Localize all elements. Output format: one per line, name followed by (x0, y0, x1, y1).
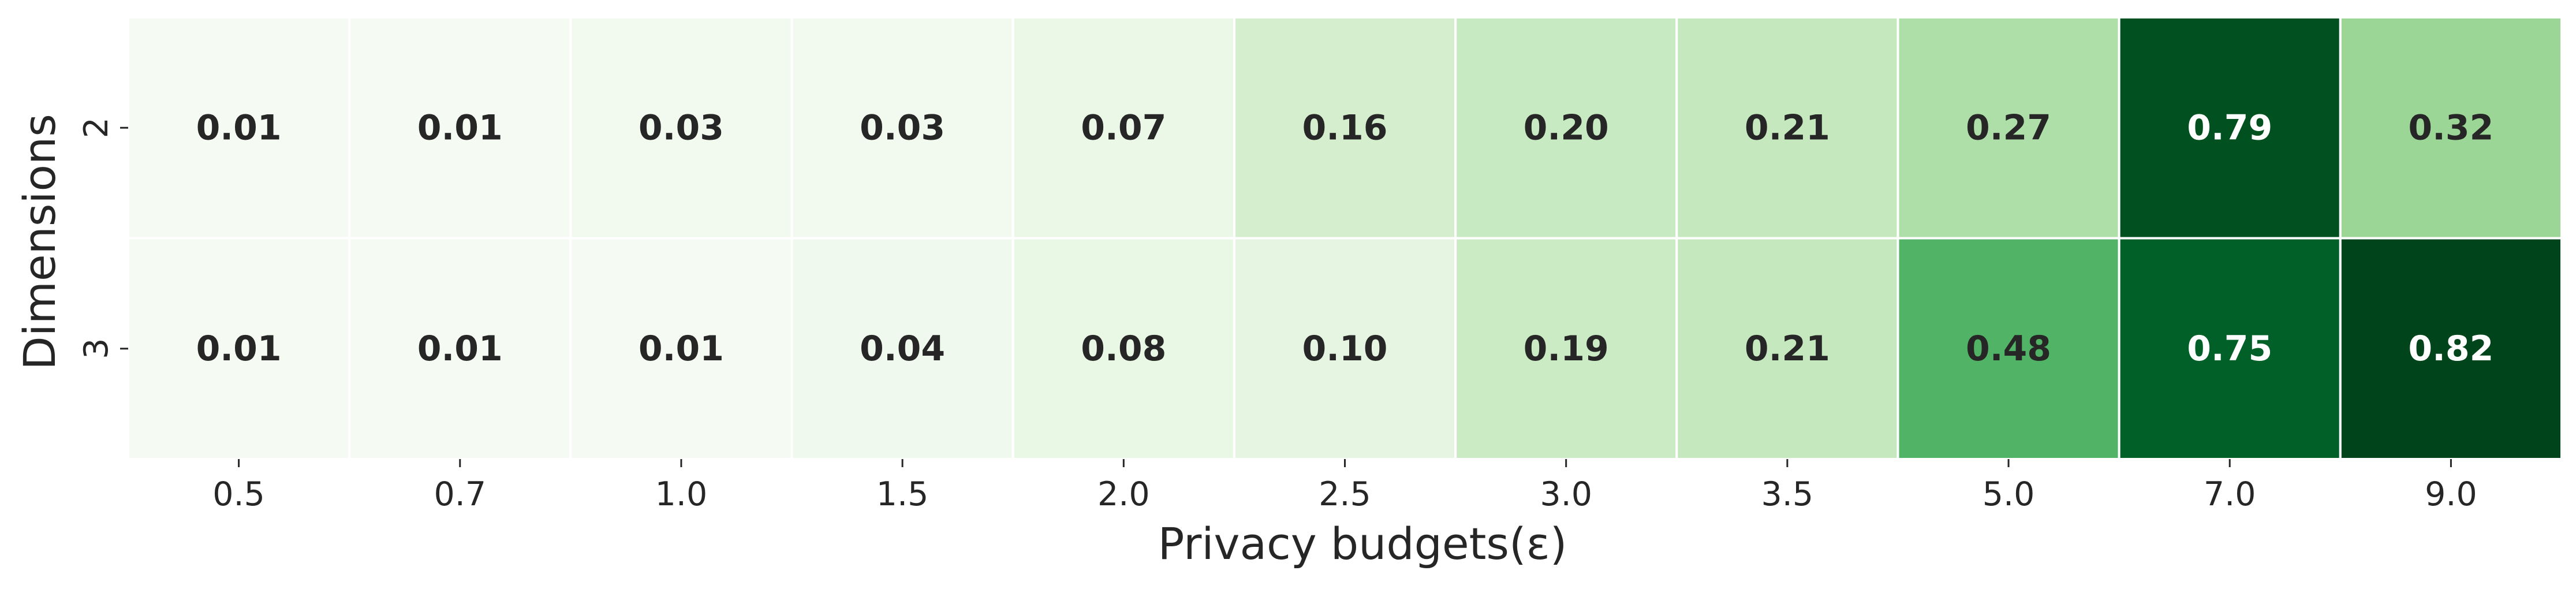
heatmap-cell-r0-c2 (569, 16, 793, 240)
heatmap-cell-r0-c5 (1233, 16, 1457, 240)
x-tick-label-0: 0.5 (212, 475, 265, 513)
cell-value-label-r0-c2: 0.03 (639, 107, 724, 148)
heatmap-cell-r1-c10 (2339, 237, 2563, 460)
x-tick-label-5: 2.5 (1319, 475, 1371, 513)
x-tick-label-7: 3.5 (1761, 475, 1814, 513)
x-tick-label-6: 3.0 (1540, 475, 1592, 513)
cell-value-label-r1-c10: 0.82 (2408, 329, 2493, 369)
heatmap-cell-r0-c3 (790, 16, 1014, 240)
cell-value-label-r1-c1: 0.01 (417, 329, 503, 369)
cell-value-label-r0-c1: 0.01 (417, 107, 503, 148)
cell-value-label-r0-c0: 0.01 (196, 107, 282, 148)
x-tick-label-3: 1.5 (876, 475, 929, 513)
x-tick-label-9: 7.0 (2204, 475, 2256, 513)
cell-value-label-r1-c2: 0.01 (639, 329, 724, 369)
cell-value-label-r0-c10: 0.32 (2408, 107, 2493, 148)
cell-value-label-r1-c3: 0.04 (860, 329, 945, 369)
y-axis-label: Dimensions (14, 114, 65, 370)
cell-value-label-r1-c9: 0.75 (2187, 329, 2272, 369)
heatmap-cell-r1-c9 (2118, 237, 2342, 460)
y-tick-label-1: 3 (77, 338, 115, 359)
cell-value-label-r0-c8: 0.27 (1966, 107, 2051, 148)
x-axis-label: Privacy budgets(ε) (1158, 518, 1567, 569)
x-tick-label-1: 0.7 (434, 475, 486, 513)
cell-value-label-r1-c8: 0.48 (1966, 329, 2051, 369)
heatmap-cells: 0.01 0.01 0.03 0.03 0.07 0.16 0.20 0.21 0.27 0.79… (127, 16, 2563, 460)
cell-value-label-r1-c7: 0.21 (1745, 329, 1830, 369)
heatmap-cell-r1-c5 (1233, 237, 1457, 460)
cell-value-label-r1-c6: 0.19 (1524, 329, 1609, 369)
heatmap-cell-r1-c2 (569, 237, 793, 460)
x-tick-label-10: 9.0 (2425, 475, 2477, 513)
cell-value-label-r1-c0: 0.01 (196, 329, 282, 369)
cell-value-label-r0-c3: 0.03 (860, 107, 945, 148)
heatmap-cell-r1-c7 (1675, 237, 1899, 460)
heatmap-cell-r1-c4 (1011, 237, 1235, 460)
heatmap-cell-r0-c9 (2118, 16, 2342, 240)
cell-value-label-r0-c7: 0.21 (1745, 107, 1830, 148)
cell-value-label-r1-c5: 0.10 (1302, 329, 1387, 369)
heatmap-cell-r1-c1 (348, 237, 572, 460)
cell-value-label-r0-c4: 0.07 (1081, 107, 1166, 148)
heatmap-cell-r1-c6 (1454, 237, 1678, 460)
y-axis-ticks: 23 (77, 117, 128, 359)
heatmap-cell-r1-c3 (790, 237, 1014, 460)
heatmap-cell-r1-c0 (127, 237, 351, 460)
cell-value-label-r0-c6: 0.20 (1524, 107, 1609, 148)
x-tick-label-2: 1.0 (655, 475, 708, 513)
heatmap-cell-r0-c7 (1675, 16, 1899, 240)
heatmap-cell-r1-c8 (1896, 237, 2120, 460)
cell-value-label-r1-c4: 0.08 (1081, 329, 1166, 369)
heatmap-cell-r0-c0 (127, 16, 351, 240)
heatmap-cell-r0-c4 (1011, 16, 1235, 240)
x-tick-label-4: 2.0 (1097, 475, 1150, 513)
heatmap-cell-r0-c1 (348, 16, 572, 240)
y-tick-label-0: 2 (77, 117, 115, 138)
x-axis-ticks: 0.5 0.7 1.0 1.5 2.0 2.5 3.0 3.5 5.0 7.0 9.0 (212, 459, 2477, 513)
heatmap-cell-r0-c10 (2339, 16, 2563, 240)
cell-value-label-r0-c9: 0.79 (2187, 107, 2272, 148)
cell-value-label-r0-c5: 0.16 (1302, 107, 1387, 148)
x-tick-label-8: 5.0 (1983, 475, 2035, 513)
